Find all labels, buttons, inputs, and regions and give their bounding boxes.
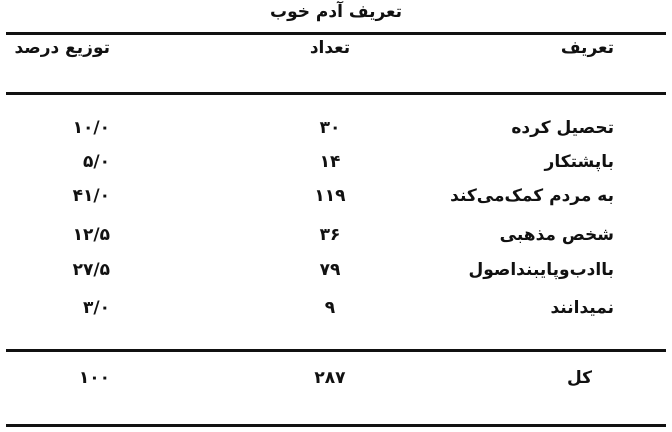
row-percent: ۱۲/۵ [72, 225, 110, 245]
table-row: تحصیل کرده ۳۰ ۱۰/۰ [0, 118, 672, 148]
table-row: شخص مذهبی ۳۶ ۱۲/۵ [0, 225, 672, 255]
row-count: ۱۴ [319, 152, 341, 172]
row-definition: باپشتکار [544, 152, 614, 172]
row-definition: به مردم کمک‌می‌کند [450, 186, 614, 206]
table-row: باپشتکار ۱۴ ۵/۰ [0, 152, 672, 182]
header-count: تعداد [309, 38, 351, 58]
total-definition: کل [566, 368, 592, 388]
row-percent: ۱۰/۰ [72, 118, 110, 138]
table-row: باادب‌وپایبنداصول ۷۹ ۲۷/۵ [0, 260, 672, 290]
row-definition: شخص مذهبی [499, 225, 614, 245]
row-percent: ۵/۰ [83, 152, 110, 172]
table-row: به مردم کمک‌می‌کند ۱۱۹ ۴۱/۰ [0, 186, 672, 216]
top-rule [6, 32, 666, 35]
total-percent: ۱۰۰ [78, 368, 110, 388]
row-count: ۷۹ [319, 260, 341, 280]
row-count: ۱۱۹ [314, 186, 346, 206]
row-definition: باادب‌وپایبنداصول [468, 260, 614, 280]
row-definition: تحصیل کرده [511, 118, 614, 138]
table-title: تعریف آدم خوب [269, 2, 403, 22]
header-row: تعریف تعداد توزیع درصد [0, 38, 672, 68]
header-percent: توزیع درصد [14, 38, 110, 58]
total-rule [6, 349, 666, 352]
row-percent: ۲۷/۵ [72, 260, 110, 280]
row-percent: ۴۱/۰ [72, 186, 110, 206]
row-count: ۹ [324, 298, 336, 318]
table-row: نمیدانند ۹ ۳/۰ [0, 298, 672, 328]
header-definition: تعریف [560, 38, 614, 58]
header-rule [6, 92, 666, 95]
total-row: کل ۲۸۷ ۱۰۰ [0, 368, 672, 398]
row-percent: ۳/۰ [83, 298, 110, 318]
row-count: ۳۰ [319, 118, 341, 138]
row-definition: نمیدانند [550, 298, 614, 318]
total-count: ۲۸۷ [314, 368, 346, 388]
bottom-rule [6, 424, 666, 427]
row-count: ۳۶ [319, 225, 341, 245]
